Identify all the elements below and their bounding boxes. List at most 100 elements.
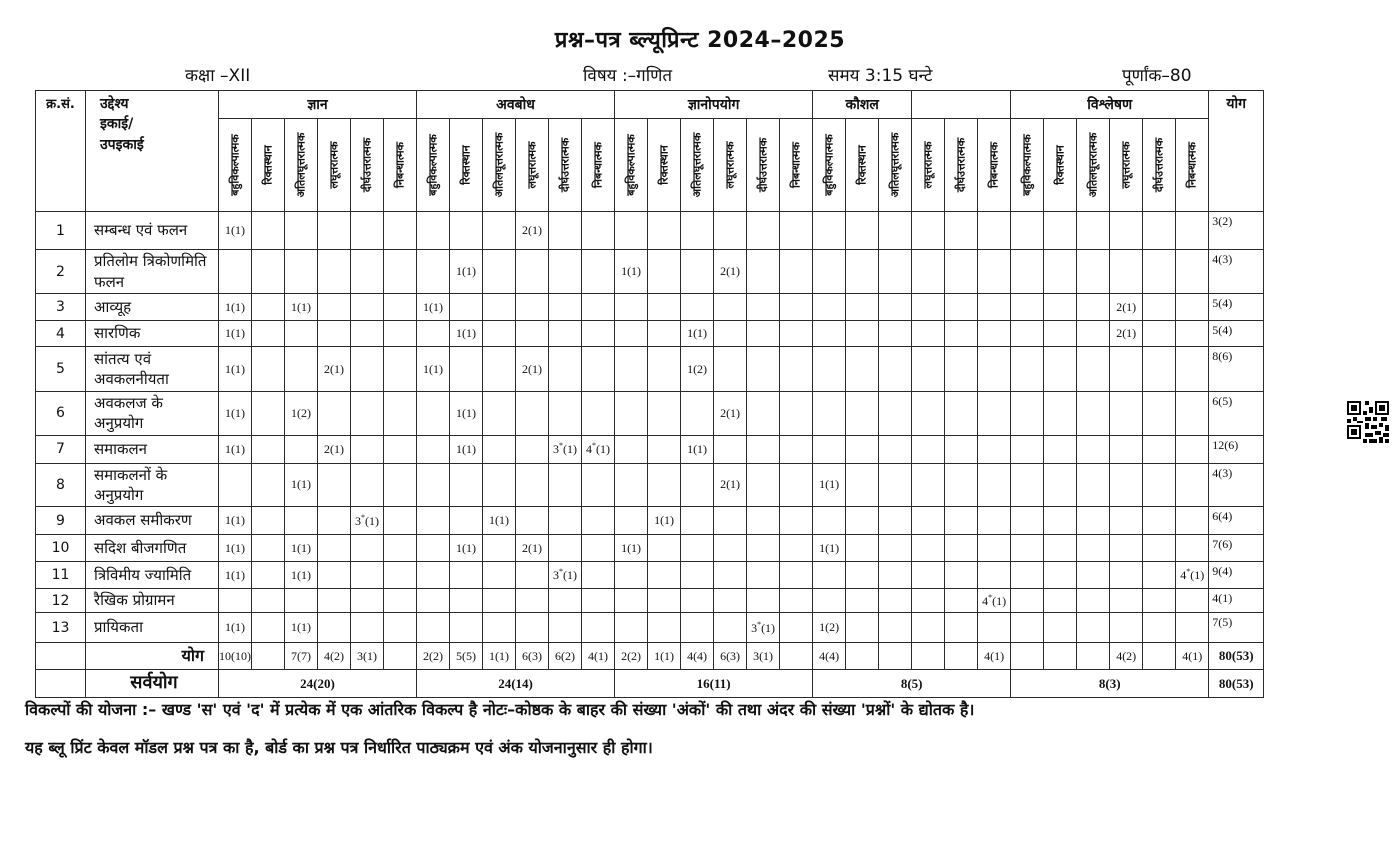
data-cell <box>845 293 880 321</box>
serial-cell: 1 <box>35 211 86 250</box>
data-cell <box>746 320 781 347</box>
sub-header-5: निबन्धात्मक <box>977 118 1012 212</box>
unit-name: सदिश बीजगणित <box>85 534 219 562</box>
data-cell <box>977 346 1012 392</box>
data-cell: 1(1) <box>218 534 252 562</box>
total-cell: 4(2) <box>317 642 351 670</box>
data-cell <box>713 612 748 643</box>
sub-header-2: अतिलघूत्तरात्मक <box>284 118 318 212</box>
data-cell: 1(1) <box>449 249 483 294</box>
total-cell: 4(1) <box>977 642 1012 670</box>
group-header-1: अवबोध <box>415 90 616 119</box>
data-cell <box>746 293 781 321</box>
data-cell: 2(1) <box>515 211 549 250</box>
data-cell <box>548 211 582 250</box>
data-cell: 2(1) <box>713 462 748 507</box>
data-cell <box>383 249 417 294</box>
total-cell <box>1043 642 1078 670</box>
data-cell <box>614 346 649 392</box>
data-cell <box>350 612 384 643</box>
row-total-cell: 5(4) <box>1208 293 1265 321</box>
data-cell <box>647 346 682 392</box>
data-cell <box>1043 391 1078 436</box>
note-disclaimer: यह ब्लू प्रिंट केवल मॉडल प्रश्न पत्र का … <box>25 738 653 757</box>
data-cell <box>1175 249 1210 294</box>
data-cell <box>779 211 814 250</box>
data-cell <box>746 434 781 464</box>
data-cell <box>1076 293 1111 321</box>
unit-name: समाकलनों के अनुप्रयोग <box>85 462 219 507</box>
sub-header-4: दीर्घउत्तरात्मक <box>350 118 384 212</box>
data-cell <box>482 612 516 643</box>
data-cell <box>746 534 781 562</box>
data-cell <box>1010 462 1045 507</box>
data-cell <box>350 561 384 589</box>
data-cell <box>713 534 748 562</box>
total-cell: 1(1) <box>647 642 682 670</box>
data-cell <box>680 561 715 589</box>
data-cell: 1(1) <box>284 293 318 321</box>
data-cell <box>713 434 748 464</box>
data-cell <box>449 211 483 250</box>
data-cell: 1(1) <box>218 293 252 321</box>
data-cell: 1(2) <box>812 612 847 643</box>
blueprint-table: क्र.सं. उद्देश्य इकाई/ उपइकाई ज्ञान अवबोध… <box>35 90 1265 698</box>
data-cell <box>416 588 450 613</box>
data-cell <box>350 293 384 321</box>
total-cell <box>944 642 979 670</box>
data-cell <box>1010 612 1045 643</box>
data-cell: 1(1) <box>218 320 252 347</box>
data-cell <box>1010 434 1045 464</box>
sub-header-4: दीर्घउत्तरात्मक <box>548 118 582 212</box>
serial-cell: 12 <box>35 588 86 613</box>
sub-header-5: निबन्धात्मक <box>779 118 814 212</box>
sub-header-1: रिक्तस्थान <box>647 118 682 212</box>
data-cell <box>1175 612 1210 643</box>
data-cell <box>251 293 285 321</box>
total-cell <box>911 642 946 670</box>
group-grand-total-cell: 24(20) <box>218 669 417 698</box>
data-cell <box>383 320 417 347</box>
sub-header-5: निबन्धात्मक <box>580 118 616 212</box>
unit-header: उद्देश्य इकाई/ उपइकाई <box>85 90 219 212</box>
data-cell <box>548 391 582 436</box>
data-cell <box>680 506 715 535</box>
sub-header-2: अतिलघूत्तरात्मक <box>680 118 715 212</box>
serial-cell: 11 <box>35 561 86 589</box>
data-cell <box>416 462 450 507</box>
data-cell: 1(1) <box>218 612 252 643</box>
data-cell <box>647 391 682 436</box>
data-cell: 1(1) <box>482 506 516 535</box>
data-cell <box>1043 346 1078 392</box>
row-total-cell: 5(4) <box>1208 320 1265 347</box>
data-cell <box>878 534 913 562</box>
total-cell: 5(5) <box>449 642 483 670</box>
data-cell: 2(1) <box>317 434 351 464</box>
data-cell <box>845 320 880 347</box>
sub-header-3: लघूत्तरात्मक <box>515 118 549 212</box>
table-row: 1 सम्बन्ध एवं फलन 1(1) 2(1) 3(2) <box>35 211 1265 250</box>
grand-totals-row: सर्वयोग 24(20) 24(14) 16(11) 8(5) 8(3) 80(53) <box>35 669 1265 698</box>
data-cell <box>416 612 450 643</box>
data-cell <box>779 506 814 535</box>
total-cell: 6(2) <box>548 642 582 670</box>
data-cell <box>383 293 417 321</box>
data-cell <box>284 211 318 250</box>
group-grand-total-cell: 24(14) <box>415 669 616 698</box>
data-cell <box>845 612 880 643</box>
data-cell <box>449 588 483 613</box>
data-cell <box>647 612 682 643</box>
group-header-row: क्र.सं. उद्देश्य इकाई/ उपइकाई ज्ञान अवबोध… <box>35 90 1265 212</box>
data-cell <box>1076 612 1111 643</box>
data-cell <box>944 211 979 250</box>
data-cell <box>746 391 781 436</box>
group-header-3: कौशल <box>812 90 913 119</box>
totals-row: योग 10(10) 7(7) 4(2) 3(1) 2(2) 5(5) 1(1) 6(3) 6(2… <box>35 642 1265 670</box>
data-cell <box>1109 612 1144 643</box>
data-cell: 1(1) <box>284 612 318 643</box>
data-cell <box>1142 588 1177 613</box>
data-cell <box>251 434 285 464</box>
data-cell <box>977 534 1012 562</box>
data-cell: 2(1) <box>515 534 549 562</box>
data-cell <box>548 249 582 294</box>
